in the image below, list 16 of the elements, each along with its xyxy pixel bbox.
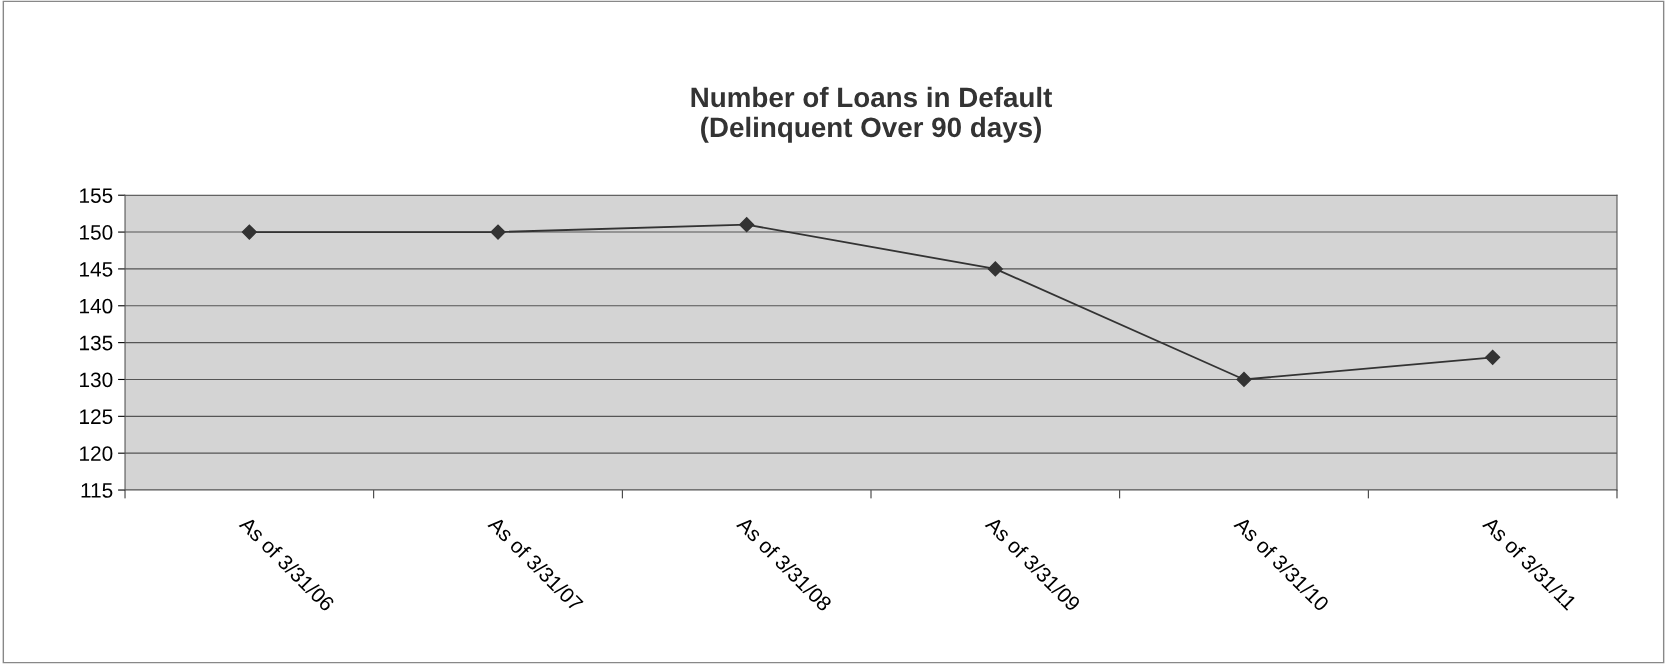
y-tick-label: 140	[80, 298, 113, 314]
y-tick-label: 120	[80, 446, 113, 461]
y-tick-label: 130	[80, 372, 113, 388]
point	[739, 217, 755, 233]
y-tick-label: 125	[80, 409, 113, 425]
point	[490, 224, 506, 240]
chart-title: Number of Loans in Default (Delinquent Over 90 days)	[691, 86, 1053, 143]
y-tick-label: 115	[81, 483, 113, 498]
point	[1485, 349, 1501, 365]
y-tick-label: 145	[80, 262, 113, 277]
point	[241, 224, 257, 240]
y-tick-label: 135	[80, 335, 113, 351]
point	[1236, 371, 1252, 388]
y-tick-label: 155	[80, 188, 113, 203]
point	[987, 261, 1003, 277]
y-tick-label: 150	[80, 225, 113, 240]
